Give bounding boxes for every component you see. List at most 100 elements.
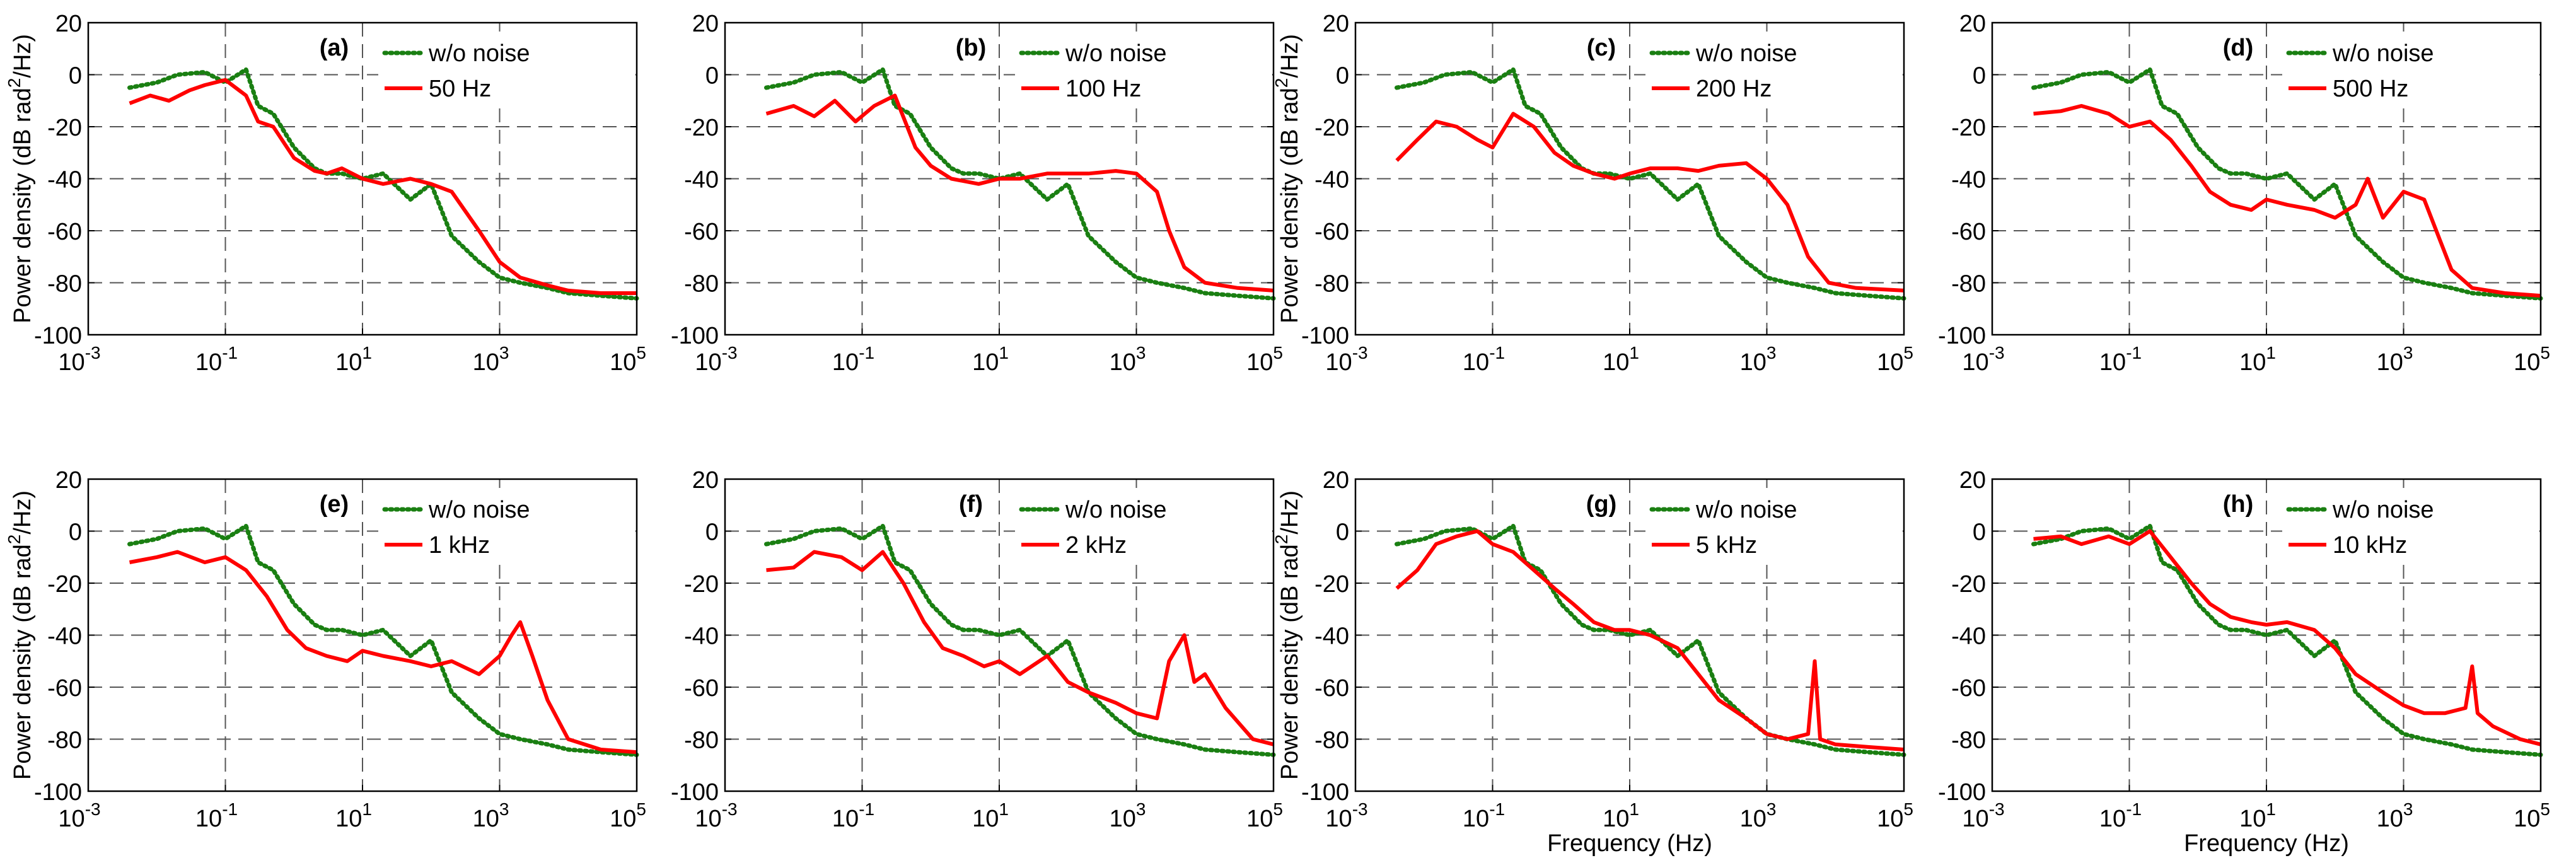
x-tick-label: 101 [972,343,1009,376]
y-tick-label: -100 [1301,779,1349,806]
y-tick-label: -100 [34,779,82,806]
x-tick-base: 10 [1740,806,1767,832]
x-tick-label: 10-3 [1962,799,2004,832]
x-tick-label: 105 [1246,799,1283,832]
x-tick-base: 10 [1325,806,1352,832]
y-tick-label: -60 [47,219,82,245]
y-tick-label: -100 [1938,779,1986,806]
x-tick-exponent: -1 [1489,343,1505,362]
series-line [129,78,637,295]
x-tick-base: 10 [832,349,859,376]
x-tick-label: 10-1 [195,799,238,832]
y-tick-label: 20 [692,467,719,494]
panel-label: (d) [2223,35,2254,61]
x-tick-base: 10 [2099,806,2126,832]
y-axis-label: Power density (dB rad2/Hz) [1272,490,1303,780]
x-tick-label: 10-3 [58,799,100,832]
y-tick-label: -80 [1314,271,1349,298]
y-tick-label: -20 [47,571,82,598]
y-tick-label: -100 [1301,323,1349,349]
legend-entry-label: w/o noise [428,40,530,67]
x-tick-base: 10 [695,806,721,832]
x-axis-label: Frequency (Hz) [2184,830,2349,857]
y-tick-label: 20 [55,11,82,37]
x-tick-label: 10-3 [695,343,737,376]
x-tick-exponent: 5 [1273,799,1283,819]
legend-entry-label: 200 Hz [1696,76,1772,102]
y-tick-label: -40 [1314,623,1349,650]
x-tick-label: 10-3 [1325,343,1367,376]
x-tick-exponent: 3 [1136,343,1146,362]
x-tick-label: 101 [335,799,372,832]
x-tick-exponent: 3 [499,343,509,362]
y-tick-label: -40 [684,167,719,194]
x-tick-exponent: -3 [1352,343,1368,362]
x-tick-base: 10 [2239,806,2266,832]
y-tick-label: -20 [1314,115,1349,141]
x-tick-exponent: -1 [1489,799,1505,819]
x-tick-exponent: -3 [1989,343,2005,362]
x-tick-base: 10 [1325,349,1352,376]
x-tick-label: 105 [610,343,646,376]
x-tick-exponent: -1 [859,799,874,819]
y-axis-label-superscript: 2 [4,535,24,545]
x-tick-label: 10-1 [1463,343,1505,376]
y-tick-label: -100 [34,323,82,349]
x-tick-exponent: 5 [636,343,646,362]
x-tick-base: 10 [610,806,636,832]
y-tick-label: 20 [1959,467,1986,494]
x-tick-base: 10 [2514,806,2540,832]
x-tick-base: 10 [1877,806,1903,832]
x-tick-label: 10-1 [195,343,238,376]
y-tick-label: -40 [47,623,82,650]
x-tick-label: 103 [2377,343,2413,376]
x-tick-label: 103 [473,799,509,832]
x-tick-base: 10 [2099,349,2126,376]
x-tick-label: 105 [2514,343,2550,376]
series-line [129,550,637,755]
x-tick-base: 10 [1110,806,1136,832]
y-axis-label: Power density (dB rad2/Hz) [4,490,36,780]
y-tick-label: -60 [684,219,719,245]
x-tick-exponent: 1 [2266,343,2276,362]
y-tick-label: -60 [47,675,82,702]
x-tick-base: 10 [195,806,222,832]
x-tick-exponent: 3 [2403,343,2413,362]
x-tick-exponent: -3 [722,343,738,362]
x-tick-base: 10 [610,349,636,376]
legend-entry-label: w/o noise [428,497,530,523]
x-tick-base: 10 [1246,806,1273,832]
y-tick-label: -20 [47,115,82,141]
series-line [1395,529,1905,751]
x-tick-base: 10 [1603,806,1629,832]
x-tick-label: 105 [2514,799,2550,832]
legend-entry-label: w/o noise [1695,40,1797,67]
x-tick-exponent: -3 [1989,799,2005,819]
x-tick-exponent: -3 [1352,799,1368,819]
x-tick-exponent: 5 [1903,343,1913,362]
x-tick-base: 10 [832,806,859,832]
panel-label: (g) [1586,491,1617,518]
y-tick-label: -20 [684,115,719,141]
x-tick-base: 10 [2239,349,2266,376]
x-tick-exponent: 5 [1903,799,1913,819]
y-tick-label: 0 [1973,519,1986,546]
x-tick-label: 10-3 [695,799,737,832]
y-axis-label-main: Power density (dB rad [9,88,36,323]
x-tick-label: 101 [1603,799,1639,832]
x-tick-base: 10 [1962,806,1988,832]
y-tick-label: -40 [47,167,82,194]
y-tick-label: 20 [692,11,719,37]
legend-entry-label: 2 kHz [1065,532,1127,559]
x-tick-exponent: -1 [222,799,238,819]
x-tick-label: 101 [335,343,372,376]
series-line [1395,523,1906,757]
y-axis-label-main: Power density (dB rad [1277,544,1303,780]
y-tick-label: -80 [1951,271,1986,298]
x-tick-exponent: 1 [1629,799,1639,819]
x-tick-exponent: 1 [362,343,372,362]
y-axis-label-superscript: 2 [4,78,24,88]
x-tick-exponent: 1 [362,799,372,819]
y-tick-label: -100 [671,323,719,349]
